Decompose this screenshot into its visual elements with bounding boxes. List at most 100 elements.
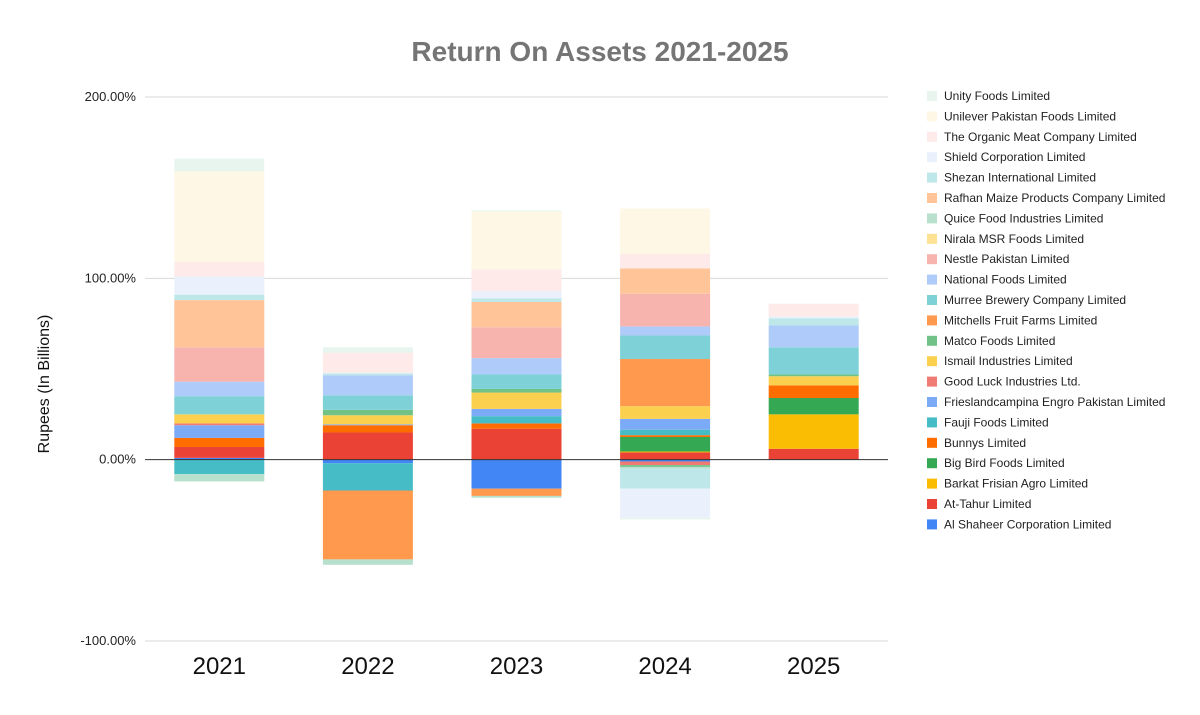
- bar-segment-2022: [322, 373, 413, 376]
- bar-segment-2022: [322, 490, 413, 560]
- bar-segment-2024: [620, 451, 711, 453]
- bar-segment-2021: [174, 381, 265, 397]
- legend-item[interactable]: National Foods Limited: [927, 273, 1067, 287]
- legend-item[interactable]: Quice Food Industries Limited: [927, 211, 1103, 225]
- bar-segment-2024: [620, 418, 711, 430]
- legend-label: Nirala MSR Foods Limited: [944, 232, 1084, 246]
- legend-swatch: [927, 152, 937, 163]
- y-tick-label: -100.00%: [80, 633, 136, 648]
- legend-swatch: [927, 519, 937, 530]
- legend-label: Nestle Pakistan Limited: [944, 252, 1069, 266]
- y-tick-labels: -100.00% 0.00% 100.00% 200.00%: [80, 89, 136, 648]
- y-tick-label: 0.00%: [99, 452, 136, 467]
- chart-title: Return On Assets 2021-2025: [411, 36, 788, 67]
- legend-item[interactable]: Fauji Foods Limited: [927, 415, 1049, 429]
- bar-segment-2021: [174, 446, 265, 458]
- x-tick-labels: 2021 2022 2023 2024 2025: [193, 653, 841, 680]
- legend-item[interactable]: Unilever Pakistan Foods Limited: [927, 109, 1116, 123]
- bar-segment-2024: [620, 488, 711, 518]
- legend-item[interactable]: The Organic Meat Company Limited: [927, 130, 1137, 144]
- bar-segment-2021: [174, 171, 265, 263]
- bar-segment-2023: [471, 408, 562, 417]
- bar-segment-2025: [768, 318, 859, 326]
- legend-swatch: [927, 356, 937, 367]
- legend-item[interactable]: Shezan International Limited: [927, 171, 1096, 185]
- legend-label: Unilever Pakistan Foods Limited: [944, 109, 1116, 123]
- legend-item[interactable]: Unity Foods Limited: [927, 89, 1050, 103]
- bar-segment-2021: [174, 425, 265, 438]
- bar-segment-2023: [471, 388, 562, 393]
- legend-swatch: [927, 254, 937, 265]
- bar-segment-2021: [174, 347, 265, 382]
- bar-segment-2024: [620, 517, 711, 520]
- bar-segment-2022: [322, 372, 413, 374]
- bar-segment-2023: [471, 428, 562, 460]
- legend-item[interactable]: Barkat Frisian Agro Limited: [927, 477, 1088, 491]
- legend-item[interactable]: Al Shaheer Corporation Limited: [927, 517, 1111, 531]
- legend-item[interactable]: Bunnys Limited: [927, 436, 1026, 450]
- bar-segment-2025: [768, 347, 859, 375]
- legend-swatch: [927, 499, 937, 509]
- bar-segment-2021: [174, 158, 265, 172]
- bar-segment-2024: [620, 335, 711, 360]
- bar-segment-2025: [768, 448, 859, 460]
- legend-swatch: [927, 478, 937, 489]
- bar-segment-2022: [322, 395, 413, 410]
- legend-label: Ismail Industries Limited: [944, 354, 1073, 368]
- legend-swatch: [927, 335, 937, 346]
- legend-label: Fauji Foods Limited: [944, 415, 1049, 429]
- legend-label: Mitchells Fruit Farms Limited: [944, 313, 1097, 327]
- bar-segment-2025: [768, 374, 859, 377]
- x-tick-label: 2021: [193, 653, 246, 680]
- y-tick-label: 200.00%: [85, 89, 137, 104]
- bar-segment-2024: [620, 326, 711, 336]
- legend-item[interactable]: Big Bird Foods Limited: [927, 456, 1065, 470]
- bar-segment-2021: [174, 414, 265, 424]
- bar-segment-2024: [620, 435, 711, 437]
- legend-item[interactable]: Nirala MSR Foods Limited: [927, 232, 1084, 246]
- legend-item[interactable]: Matco Foods Limited: [927, 334, 1055, 348]
- bar-segment-2021: [174, 276, 265, 295]
- bar-segment-2024: [620, 429, 711, 436]
- bar-segment-2022: [322, 347, 413, 353]
- legend-item[interactable]: At-Tahur Limited: [927, 497, 1031, 511]
- legend-label: Murree Brewery Company Limited: [944, 293, 1126, 307]
- legend-swatch: [927, 91, 937, 101]
- legend-label: Shezan International Limited: [944, 171, 1096, 185]
- legend-item[interactable]: Shield Corporation Limited: [927, 150, 1085, 164]
- legend-item[interactable]: Mitchells Fruit Farms Limited: [927, 313, 1097, 327]
- bar-segment-2023: [471, 392, 562, 409]
- x-tick-label: 2022: [341, 653, 394, 680]
- bar-segment-2023: [471, 416, 562, 424]
- bars-group: [174, 158, 859, 565]
- bar-segment-2023: [471, 291, 562, 299]
- legend-swatch: [927, 437, 937, 448]
- bar-segment-2022: [322, 559, 413, 565]
- bar-segment-2021: [174, 294, 265, 301]
- bar-segment-2023: [471, 495, 562, 498]
- legend-item[interactable]: Nestle Pakistan Limited: [927, 252, 1069, 266]
- bar-segment-2021: [174, 437, 265, 447]
- legend-swatch: [927, 193, 937, 203]
- x-tick-label: 2023: [490, 653, 543, 680]
- bar-segment-2023: [471, 210, 562, 212]
- y-axis-label: Rupees (In Billions): [36, 315, 53, 454]
- legend-swatch: [927, 315, 937, 326]
- legend[interactable]: Unity Foods Limited Unilever Pakistan Foo…: [927, 89, 1165, 531]
- legend-item[interactable]: Ismail Industries Limited: [927, 354, 1073, 368]
- legend-swatch: [927, 397, 937, 407]
- legend-item[interactable]: Murree Brewery Company Limited: [927, 293, 1126, 307]
- legend-label: Barkat Frisian Agro Limited: [944, 477, 1088, 491]
- bar-segment-2024: [620, 293, 711, 327]
- bar-segment-2024: [620, 253, 711, 269]
- legend-item[interactable]: Rafhan Maize Products Company Limited: [927, 191, 1165, 205]
- legend-label: Unity Foods Limited: [944, 89, 1050, 103]
- legend-label: At-Tahur Limited: [944, 497, 1031, 511]
- legend-item[interactable]: Frieslandcampina Engro Pakistan Limited: [927, 395, 1165, 409]
- bar-segment-2021: [174, 457, 265, 460]
- bar-segment-2025: [768, 376, 859, 386]
- bar-segment-2022: [322, 432, 413, 460]
- bar-segment-2023: [471, 327, 562, 359]
- legend-item[interactable]: Good Luck Industries Ltd.: [927, 375, 1081, 389]
